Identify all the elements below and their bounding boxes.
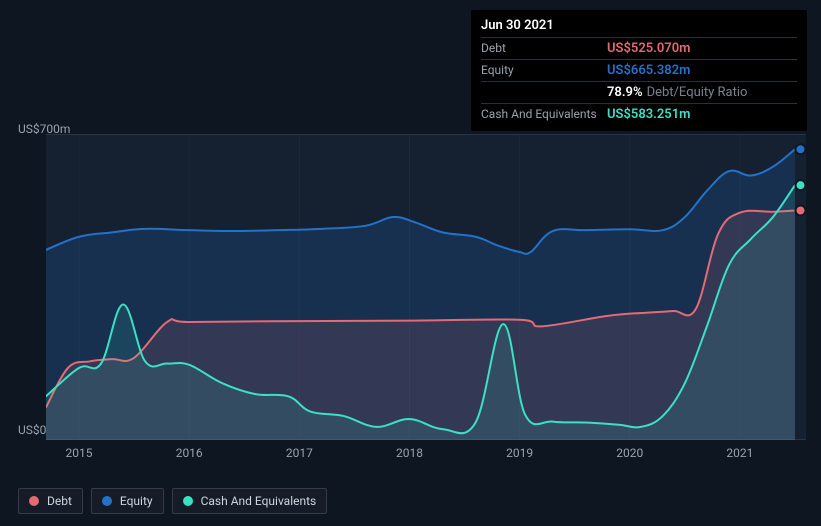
tooltip-row-label: Equity bbox=[481, 63, 607, 77]
legend: Debt Equity Cash And Equivalents bbox=[18, 488, 327, 514]
tooltip: Jun 30 2021 DebtUS$525.070mEquityUS$665.… bbox=[471, 10, 807, 131]
equity-color-dot bbox=[102, 496, 112, 506]
tooltip-row-sublabel: Debt/Equity Ratio bbox=[647, 85, 748, 100]
tooltip-row: Cash And EquivalentsUS$583.251m bbox=[481, 103, 797, 125]
legend-item-equity[interactable]: Equity bbox=[91, 488, 164, 514]
legend-label: Debt bbox=[47, 494, 72, 508]
tooltip-row-value: US$525.070m bbox=[607, 41, 690, 56]
tooltip-row-label: Cash And Equivalents bbox=[481, 107, 607, 121]
tooltip-row-label: Debt bbox=[481, 41, 607, 55]
legend-label: Cash And Equivalents bbox=[201, 494, 317, 508]
debt-color-dot bbox=[29, 496, 39, 506]
x-tick-label: 2017 bbox=[286, 446, 313, 460]
x-tick-label: 2020 bbox=[616, 446, 643, 460]
x-tick-label: 2018 bbox=[396, 446, 423, 460]
legend-label: Equity bbox=[120, 494, 153, 508]
tooltip-row: DebtUS$525.070m bbox=[481, 37, 797, 59]
x-tick-label: 2019 bbox=[506, 446, 533, 460]
tooltip-row-value: US$665.382m bbox=[607, 63, 690, 78]
x-tick-label: 2016 bbox=[176, 446, 203, 460]
legend-item-cash[interactable]: Cash And Equivalents bbox=[172, 488, 328, 514]
x-axis: 2015 2016 2017 2018 2019 2020 2021 bbox=[46, 446, 806, 470]
tooltip-date: Jun 30 2021 bbox=[481, 16, 797, 37]
x-tick-label: 2021 bbox=[726, 446, 753, 460]
legend-item-debt[interactable]: Debt bbox=[18, 488, 83, 514]
tooltip-row-value: US$583.251m bbox=[607, 107, 690, 122]
cash-color-dot bbox=[183, 496, 193, 506]
financial-chart: US$700m US$0 201520162017201820192020202… bbox=[0, 0, 821, 526]
y-axis-label-bottom: US$0 bbox=[18, 423, 46, 437]
tooltip-row: EquityUS$665.382m bbox=[481, 59, 797, 81]
plot-area[interactable] bbox=[46, 134, 806, 440]
tooltip-row: 78.9%Debt/Equity Ratio bbox=[481, 81, 797, 103]
tooltip-row-value: 78.9%Debt/Equity Ratio bbox=[607, 85, 747, 100]
x-tick-label: 2015 bbox=[66, 446, 93, 460]
